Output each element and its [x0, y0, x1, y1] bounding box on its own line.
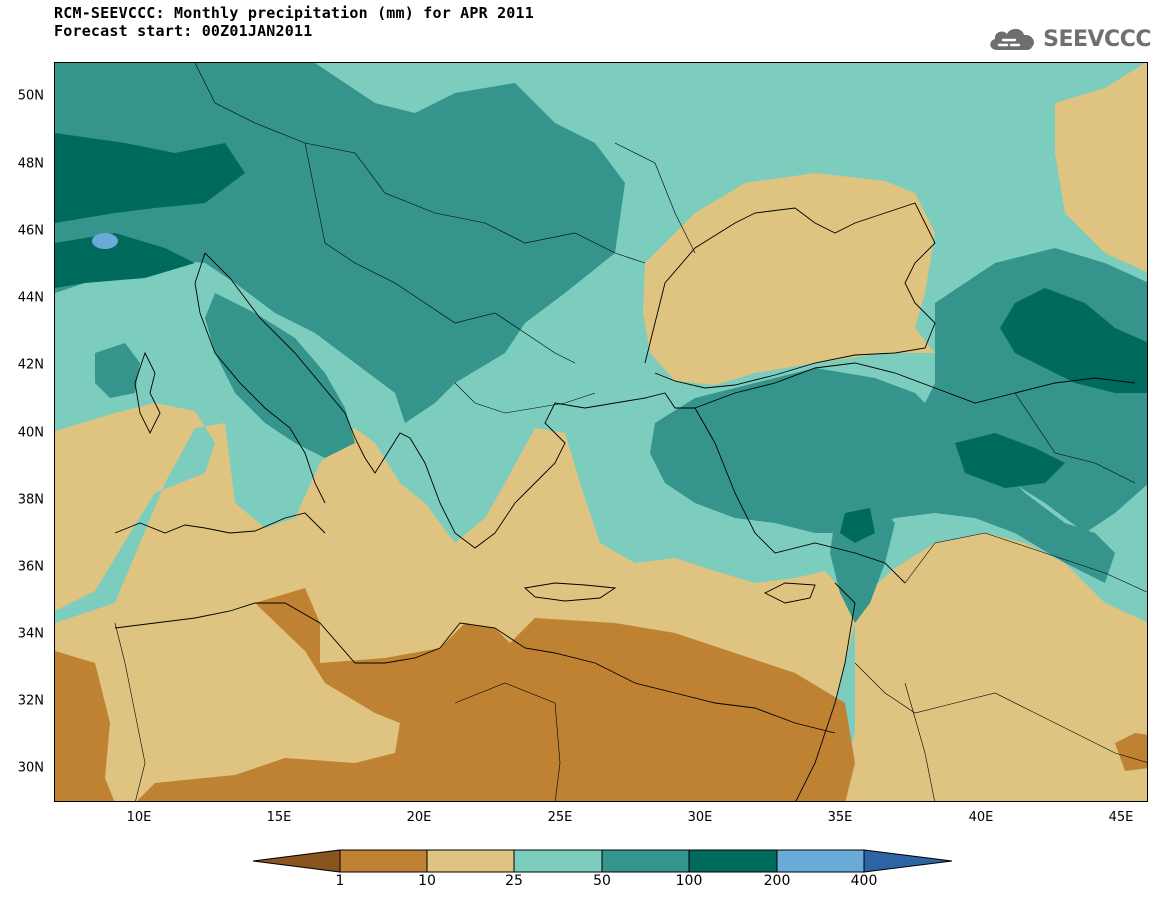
precip-zone-200-400: [92, 233, 118, 249]
colorbar-label-100: 100: [675, 873, 703, 889]
colorbar-segment-1: [339, 849, 428, 873]
lon-tick-45e: 45E: [1108, 810, 1134, 825]
lon-tick-40e: 40E: [968, 810, 994, 825]
lat-tick-50n: 50N: [17, 88, 44, 104]
colorbar-segment-0: [252, 849, 341, 873]
colorbar-label-10: 10: [418, 873, 436, 889]
lat-tick-40n: 40N: [17, 425, 44, 441]
precip-zone-100-200: [55, 133, 1147, 543]
lon-tick-25e: 25E: [547, 810, 573, 825]
colorbar-segment-3: [513, 849, 603, 873]
lat-tick-46n: 46N: [17, 223, 44, 239]
lat-tick-34n: 34N: [17, 626, 44, 642]
colorbar-label-25: 25: [505, 873, 523, 889]
colorbar-label-50: 50: [593, 873, 611, 889]
precipitation-map: [54, 62, 1148, 802]
forecast-start-label: Forecast start: 00Z01JAN2011: [54, 22, 313, 40]
lon-tick-35e: 35E: [827, 810, 853, 825]
logo-text: SEEVCCC: [1043, 26, 1151, 52]
lat-tick-32n: 32N: [17, 693, 44, 709]
lat-tick-38n: 38N: [17, 492, 44, 508]
precip-zone-1-10: [55, 588, 1147, 801]
precip-zone-50-100: [55, 63, 1147, 623]
map-canvas: [55, 63, 1147, 801]
colorbar-segment-7: [863, 849, 953, 873]
cloud-icon: [990, 28, 1035, 50]
country-borders: [114, 63, 1147, 801]
colorbar-segment-4: [601, 849, 690, 873]
colorbar-label-400: 400: [850, 873, 878, 889]
lon-tick-30e: 30E: [687, 810, 713, 825]
lon-tick-15e: 15E: [266, 810, 292, 825]
colorbar-label-200: 200: [763, 873, 791, 889]
lat-tick-36n: 36N: [17, 559, 44, 575]
coastlines: [114, 202, 1136, 801]
lon-tick-20e: 20E: [406, 810, 432, 825]
lat-tick-30n: 30N: [17, 760, 44, 776]
map-title: RCM-SEEVCCC: Monthly precipitation (mm) …: [54, 4, 534, 22]
colorbar-segment-5: [688, 849, 778, 873]
lat-tick-44n: 44N: [17, 290, 44, 306]
lon-tick-10e: 10E: [126, 810, 152, 825]
colorbar-segment-2: [426, 849, 515, 873]
seevccc-logo: SEEVCCC: [987, 24, 1151, 54]
colorbar-label-1: 1: [335, 873, 345, 889]
colorbar-segment-6: [776, 849, 865, 873]
precip-zone-10-25: [55, 63, 1147, 801]
lat-tick-42n: 42N: [17, 357, 44, 373]
lat-tick-48n: 48N: [17, 156, 44, 172]
